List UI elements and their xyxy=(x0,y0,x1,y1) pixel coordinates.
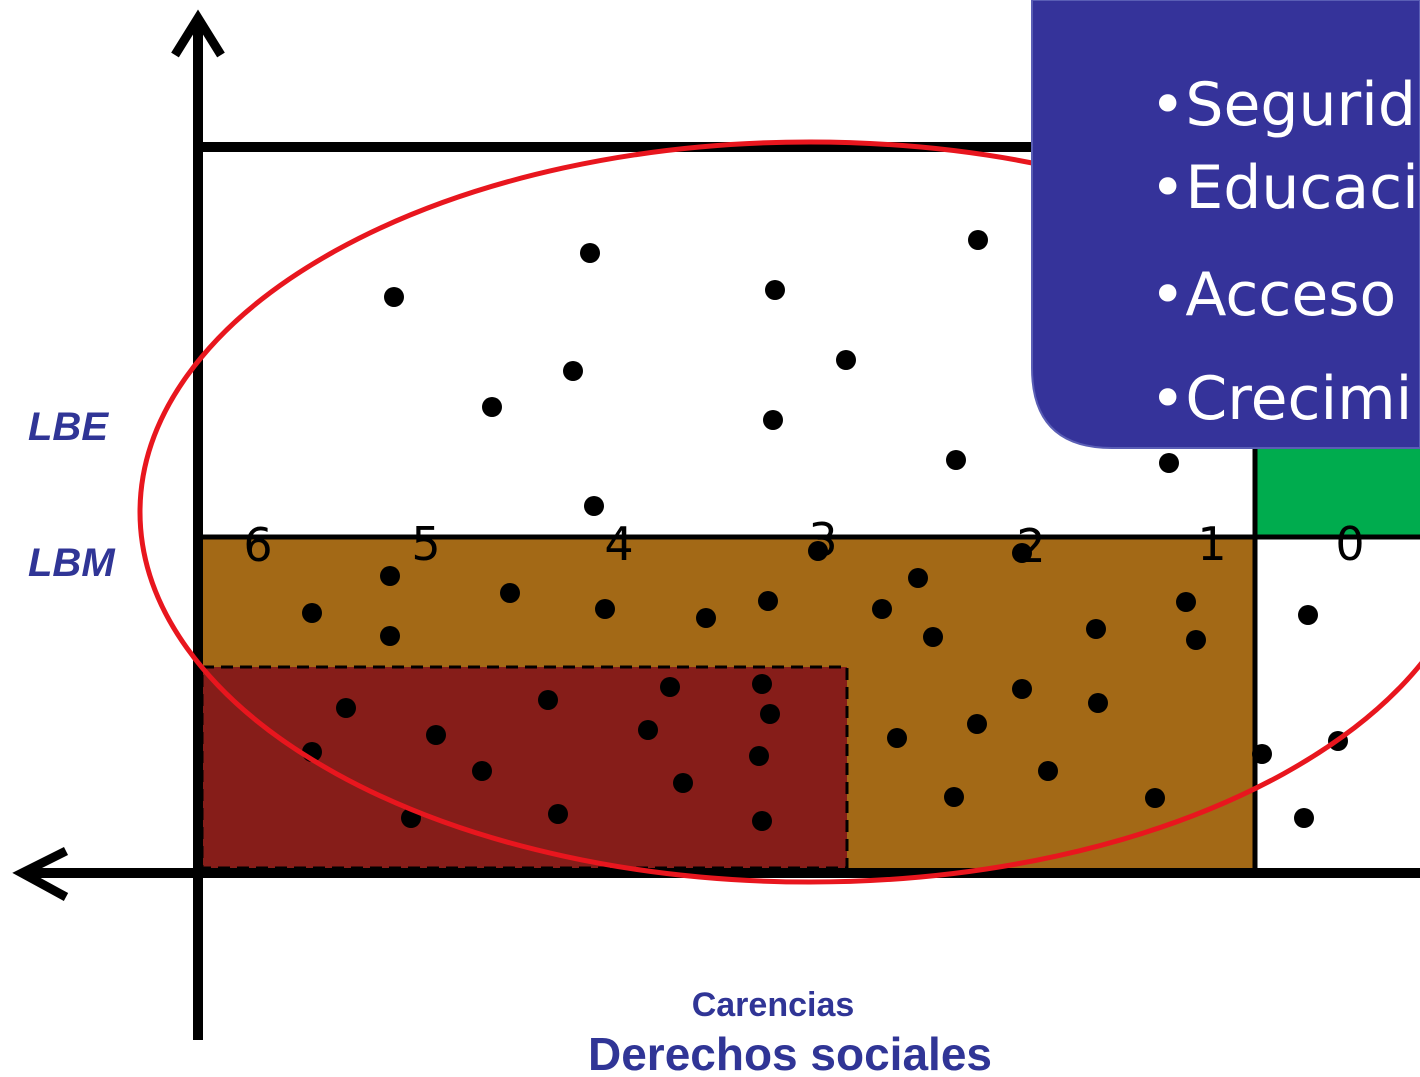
callout-background xyxy=(1031,0,1420,449)
data-point xyxy=(380,566,400,586)
data-point xyxy=(580,243,600,263)
data-point xyxy=(426,725,446,745)
data-point xyxy=(1038,761,1058,781)
callout-item-1: •Segurid xyxy=(1150,70,1416,140)
data-point xyxy=(472,761,492,781)
data-point xyxy=(887,728,907,748)
data-point xyxy=(548,804,568,824)
data-point xyxy=(923,627,943,647)
data-point xyxy=(1012,543,1032,563)
red-ellipse xyxy=(137,139,1420,885)
x-axis-arrowhead xyxy=(12,846,69,901)
y-axis-arrowhead xyxy=(171,9,225,58)
data-point xyxy=(1088,693,1108,713)
tick-5: 5 xyxy=(411,517,440,571)
data-point xyxy=(749,746,769,766)
data-point xyxy=(1086,619,1106,639)
data-point xyxy=(584,496,604,516)
data-point xyxy=(836,350,856,370)
data-point xyxy=(1176,592,1196,612)
callout-item-4: •Crecimi xyxy=(1150,364,1412,434)
callout-box: •Segurid •Educaci •Acceso •Crecimi xyxy=(1031,0,1420,449)
data-point xyxy=(752,674,772,694)
data-point xyxy=(595,599,615,619)
data-point xyxy=(638,720,658,740)
data-point xyxy=(1145,788,1165,808)
data-point xyxy=(752,811,772,831)
data-point xyxy=(1186,630,1206,650)
data-point xyxy=(1012,679,1032,699)
lbm-label: LBM xyxy=(28,541,116,585)
data-point xyxy=(967,714,987,734)
data-point xyxy=(946,450,966,470)
data-point xyxy=(1159,453,1179,473)
tick-1: 1 xyxy=(1197,517,1226,571)
data-points xyxy=(302,230,1348,831)
data-point xyxy=(765,280,785,300)
data-point xyxy=(1294,808,1314,828)
data-point xyxy=(1252,744,1272,764)
data-point xyxy=(908,568,928,588)
data-point xyxy=(380,626,400,646)
data-point xyxy=(384,287,404,307)
data-point xyxy=(302,603,322,623)
lbe-label: LBE xyxy=(28,405,109,449)
carencias-label: Carencias xyxy=(692,986,855,1024)
data-point xyxy=(760,704,780,724)
data-point xyxy=(696,608,716,628)
data-point xyxy=(500,583,520,603)
green-region xyxy=(1255,446,1420,536)
data-point xyxy=(968,230,988,250)
callout-item-3: •Acceso xyxy=(1150,260,1396,330)
callout-item-2: •Educaci xyxy=(1150,153,1419,223)
tick-4: 4 xyxy=(604,517,633,571)
data-point xyxy=(872,599,892,619)
tick-2: 2 xyxy=(1016,519,1045,573)
data-point xyxy=(808,541,828,561)
data-point xyxy=(763,410,783,430)
data-point xyxy=(482,397,502,417)
tick-3: 3 xyxy=(808,513,837,567)
tick-labels: 6 5 4 3 2 1 0 xyxy=(243,513,1364,573)
data-point xyxy=(758,591,778,611)
data-point xyxy=(660,677,680,697)
tick-0: 0 xyxy=(1335,517,1364,571)
data-point xyxy=(538,690,558,710)
data-point xyxy=(563,361,583,381)
data-point xyxy=(336,698,356,718)
data-point xyxy=(944,787,964,807)
data-point xyxy=(673,773,693,793)
data-point xyxy=(1298,605,1318,625)
dark-red-region xyxy=(200,667,847,870)
tick-6: 6 xyxy=(243,518,272,572)
derechos-label: Derechos sociales xyxy=(588,1028,992,1077)
